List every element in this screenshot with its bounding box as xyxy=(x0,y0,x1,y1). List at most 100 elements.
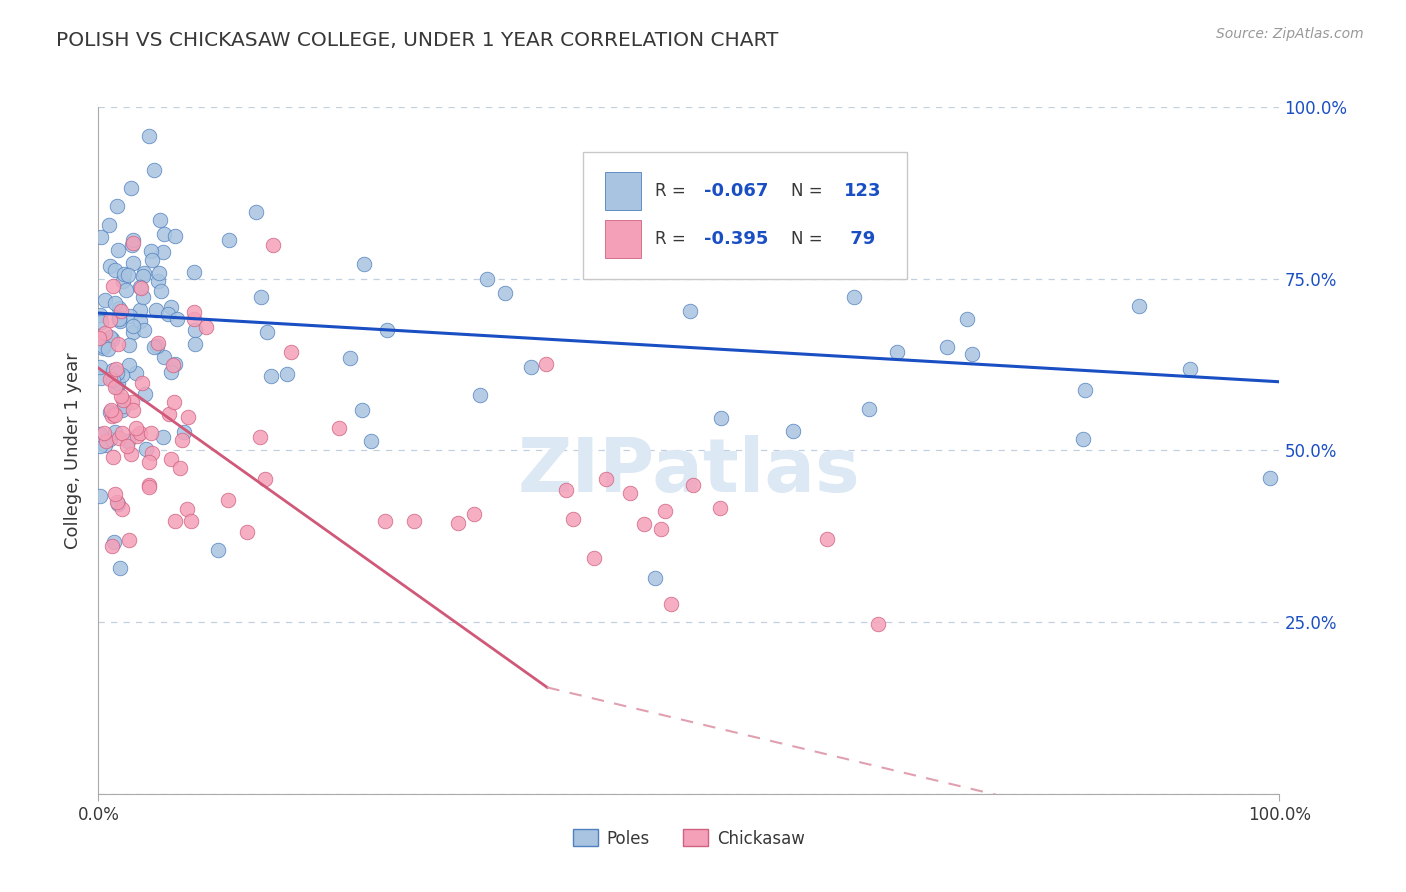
Bar xyxy=(605,172,641,211)
Point xyxy=(555,483,578,497)
Point xyxy=(595,472,617,486)
Point xyxy=(256,325,278,339)
Point xyxy=(118,338,141,352)
Point xyxy=(111,393,134,408)
Point xyxy=(260,368,283,383)
Point xyxy=(842,290,865,304)
Point xyxy=(678,304,700,318)
Point xyxy=(960,347,983,361)
Point xyxy=(118,359,141,373)
Point xyxy=(184,337,207,351)
Point xyxy=(1178,361,1201,376)
Point xyxy=(122,403,145,417)
Point xyxy=(98,313,121,327)
Point xyxy=(176,502,198,516)
Point xyxy=(122,235,145,250)
Point xyxy=(956,311,979,326)
Point xyxy=(146,336,169,351)
Point xyxy=(111,502,134,516)
Point xyxy=(153,227,176,241)
Point xyxy=(96,434,118,448)
Point xyxy=(114,284,136,298)
Point xyxy=(98,405,121,419)
Point xyxy=(105,494,128,508)
Point xyxy=(104,262,127,277)
Point xyxy=(1074,383,1097,397)
Bar xyxy=(605,220,641,258)
Point xyxy=(115,439,138,453)
Point xyxy=(89,427,111,442)
Point xyxy=(138,480,160,494)
Point xyxy=(112,267,135,281)
Point xyxy=(90,371,112,385)
Point xyxy=(447,516,470,530)
Point xyxy=(120,181,142,195)
Point xyxy=(139,425,162,440)
Point xyxy=(375,322,398,336)
Point xyxy=(360,434,382,448)
Point xyxy=(328,420,350,434)
Point xyxy=(353,257,375,271)
Point xyxy=(138,129,160,144)
Text: N =: N = xyxy=(790,230,827,248)
Point xyxy=(107,376,129,390)
Point xyxy=(117,533,139,547)
Point xyxy=(141,446,163,460)
Point xyxy=(176,409,198,424)
Text: Source: ZipAtlas.com: Source: ZipAtlas.com xyxy=(1216,27,1364,41)
Point xyxy=(117,268,139,282)
Text: -0.067: -0.067 xyxy=(704,182,769,200)
Text: R =: R = xyxy=(655,182,690,200)
Text: 79: 79 xyxy=(844,230,875,248)
Point xyxy=(129,314,152,328)
Point xyxy=(145,302,167,317)
Point xyxy=(91,341,114,355)
Point xyxy=(104,372,127,386)
Point xyxy=(1258,471,1281,485)
Point xyxy=(583,551,606,566)
Point xyxy=(101,539,124,553)
Point xyxy=(149,213,172,227)
Point xyxy=(105,366,128,380)
Point xyxy=(117,434,139,448)
Point xyxy=(253,472,276,486)
Point xyxy=(149,284,172,298)
Point xyxy=(101,450,124,465)
Point xyxy=(166,311,188,326)
Point xyxy=(475,272,498,286)
Y-axis label: College, Under 1 year: College, Under 1 year xyxy=(65,352,83,549)
Point xyxy=(104,487,127,501)
Point xyxy=(101,278,124,293)
Point xyxy=(132,323,155,337)
Point xyxy=(111,368,134,383)
Point xyxy=(93,426,115,441)
Point xyxy=(110,389,132,403)
Point xyxy=(160,365,183,379)
Point xyxy=(127,428,149,442)
Legend: Poles, Chickasaw: Poles, Chickasaw xyxy=(567,822,811,855)
Point xyxy=(129,281,152,295)
Point xyxy=(110,561,132,575)
Point xyxy=(134,387,156,401)
Point xyxy=(157,307,180,321)
Text: N =: N = xyxy=(790,182,827,200)
Point xyxy=(89,360,111,375)
Point xyxy=(183,304,205,318)
Point xyxy=(121,256,143,270)
Point xyxy=(262,237,284,252)
Point xyxy=(751,256,773,270)
Point xyxy=(107,380,129,394)
Point xyxy=(160,451,183,466)
Point xyxy=(180,514,202,528)
Point xyxy=(172,433,194,447)
Point xyxy=(107,337,129,351)
Point xyxy=(697,185,720,199)
Point xyxy=(162,358,184,372)
Point xyxy=(534,358,557,372)
Point xyxy=(157,407,180,421)
Point xyxy=(562,512,585,526)
Point xyxy=(98,330,121,344)
Point xyxy=(89,439,111,453)
Point xyxy=(659,597,682,611)
Point xyxy=(141,252,163,267)
